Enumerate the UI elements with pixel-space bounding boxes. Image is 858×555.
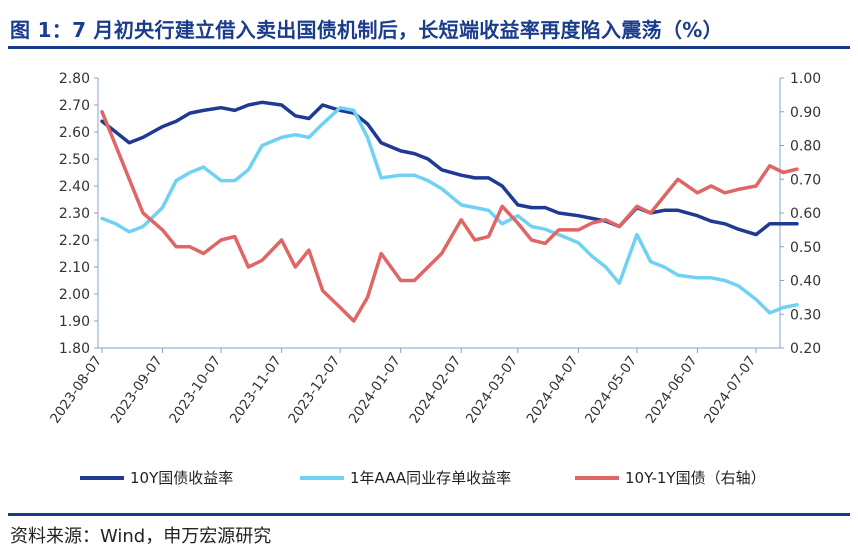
x-tick-label: 2023-09-07 bbox=[108, 353, 166, 426]
right-tick-label: 0.30 bbox=[790, 307, 821, 323]
title-rule bbox=[8, 46, 850, 49]
left-tick-label: 2.20 bbox=[59, 233, 90, 249]
left-tick-label: 2.10 bbox=[59, 260, 90, 276]
left-tick-label: 2.50 bbox=[59, 152, 90, 168]
right-tick-label: 0.80 bbox=[790, 139, 821, 155]
left-tick-label: 2.00 bbox=[59, 287, 90, 303]
legend-label: 1年AAA同业存单收益率 bbox=[350, 469, 511, 487]
x-tick-label: 2023-08-07 bbox=[47, 353, 105, 426]
chart-title: 图 1：7 月初央行建立借入卖出国债机制后，长短端收益率再度陷入震荡（%） bbox=[10, 18, 723, 42]
x-tick-label: 2024-03-07 bbox=[463, 353, 521, 426]
x-tick-label: 2024-07-07 bbox=[701, 353, 759, 426]
left-tick-label: 1.80 bbox=[59, 341, 90, 357]
left-tick-label: 1.90 bbox=[59, 314, 90, 330]
right-tick-label: 1.00 bbox=[790, 71, 821, 87]
legend-label: 10Y-1Y国债（右轴） bbox=[625, 469, 766, 487]
left-tick-label: 2.80 bbox=[59, 71, 90, 87]
legend: 10Y国债收益率 1年AAA同业存单收益率 10Y-1Y国债（右轴） bbox=[80, 469, 766, 487]
right-tick-label: 0.90 bbox=[790, 105, 821, 121]
series-line-1 bbox=[100, 105, 799, 315]
right-tick-label: 0.50 bbox=[790, 240, 821, 256]
legend-label: 10Y国债收益率 bbox=[130, 469, 233, 487]
line-chart: 1.80 1.90 2.00 2.10 2.20 2.30 2.40 2.50 2.60 2.70… bbox=[47, 71, 821, 487]
x-tick-label: 2024-02-07 bbox=[406, 353, 464, 426]
right-tick-label: 0.60 bbox=[790, 206, 821, 222]
x-tick-label: 2023-10-07 bbox=[166, 353, 224, 426]
x-tick-label: 2024-05-07 bbox=[582, 353, 640, 426]
right-tick-label: 0.70 bbox=[790, 172, 821, 188]
source-rule bbox=[8, 513, 850, 516]
left-tick-label: 2.60 bbox=[59, 125, 90, 141]
x-tick-label: 2023-12-07 bbox=[285, 353, 343, 426]
right-axis: 0.20 0.30 0.40 0.50 0.60 0.70 0.80 0.90 1.00 bbox=[779, 71, 821, 357]
source-note: 资料来源：Wind，申万宏源研究 bbox=[10, 526, 272, 547]
x-tick-label: 2024-06-07 bbox=[643, 353, 701, 426]
series-lines bbox=[100, 100, 799, 323]
left-tick-label: 2.70 bbox=[59, 98, 90, 114]
right-tick-label: 0.40 bbox=[790, 274, 821, 290]
left-tick-label: 2.40 bbox=[59, 179, 90, 195]
x-axis: 2023-08-07 2023-09-07 2023-10-07 2023-11-07… bbox=[47, 347, 780, 427]
series-line-2 bbox=[100, 110, 799, 323]
right-tick-label: 0.20 bbox=[790, 341, 821, 357]
x-tick-label: 2023-11-07 bbox=[227, 353, 285, 426]
x-tick-label: 2024-01-07 bbox=[346, 353, 404, 426]
series-line-0 bbox=[100, 100, 799, 237]
left-tick-label: 2.30 bbox=[59, 206, 90, 222]
x-tick-label: 2024-04-07 bbox=[524, 353, 582, 426]
left-axis: 1.80 1.90 2.00 2.10 2.20 2.30 2.40 2.50 2.60 2.70… bbox=[59, 71, 99, 357]
